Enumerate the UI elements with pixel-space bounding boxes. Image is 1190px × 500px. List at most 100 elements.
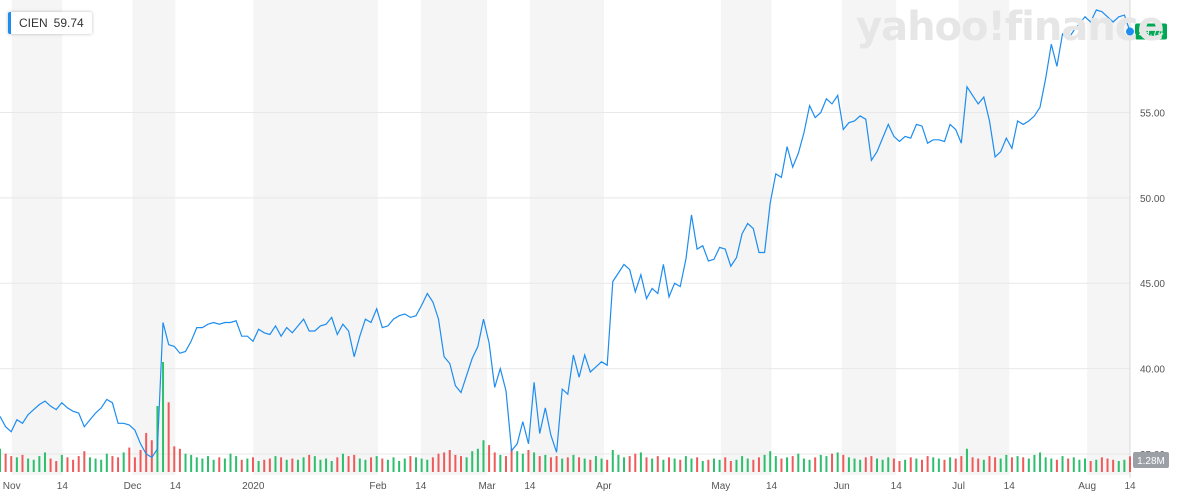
volume-bar xyxy=(167,402,170,472)
volume-bar xyxy=(735,459,738,472)
volume-bar xyxy=(662,459,665,472)
volume-bar xyxy=(555,456,558,472)
volume-bar xyxy=(949,457,952,472)
volume-bar xyxy=(1117,461,1120,472)
volume-bar xyxy=(240,459,243,472)
band xyxy=(132,0,176,475)
volume-bar xyxy=(673,458,676,472)
volume-bar xyxy=(1078,459,1081,472)
volume-bar xyxy=(72,459,75,472)
volume-bar xyxy=(516,451,519,472)
ticker-badge[interactable]: CIEN 59.74 xyxy=(8,12,92,34)
volume-bar xyxy=(1095,459,1098,472)
ticker-symbol: CIEN xyxy=(19,16,48,30)
volume-bar xyxy=(881,459,884,472)
volume-bar xyxy=(60,454,63,472)
volume-tag xyxy=(1133,452,1169,468)
x-tick-label: May xyxy=(711,481,730,492)
volume-bar xyxy=(746,458,749,472)
volume-bar xyxy=(235,456,238,472)
volume-bar xyxy=(454,454,457,472)
volume-bar xyxy=(774,456,777,472)
volume-bar xyxy=(1129,456,1131,472)
volume-bar xyxy=(718,459,721,472)
volume-bar xyxy=(403,458,406,472)
volume-bar xyxy=(426,459,429,472)
volume-bar xyxy=(257,461,260,472)
x-tick-label: 14 xyxy=(524,481,536,492)
volume-bar xyxy=(488,445,491,472)
volume-bar xyxy=(88,457,91,472)
volume-bar xyxy=(920,459,923,472)
volume-bar xyxy=(757,457,760,472)
x-tick-label: 14 xyxy=(1124,481,1136,492)
x-tick-label: Jun xyxy=(834,481,850,492)
volume-bar xyxy=(1033,454,1036,472)
volume-bar xyxy=(274,456,277,472)
volume-bar xyxy=(594,456,597,472)
volume-bar xyxy=(386,459,389,472)
volume-bar xyxy=(459,456,462,472)
volume-bar xyxy=(1055,459,1058,472)
x-axis-labels: Nov 14 Dec 14 2020 Feb 14 Mar 14 Apr May 14 Jun 14 Jul… xyxy=(3,481,1136,492)
volume-bar xyxy=(645,457,648,472)
volume-bar xyxy=(606,459,609,472)
band xyxy=(958,0,1010,475)
volume-bar xyxy=(1050,458,1053,472)
volume-bar xyxy=(786,457,789,472)
volume-bar xyxy=(814,457,817,472)
volume-bar xyxy=(853,458,856,472)
volume-bar xyxy=(229,453,232,472)
volume-bar xyxy=(139,450,142,472)
volume-bar xyxy=(190,454,193,472)
volume-bar xyxy=(999,458,1002,472)
volume-bar xyxy=(797,453,800,472)
volume-bar xyxy=(465,457,468,472)
volume-bar xyxy=(66,457,69,472)
volume-bar xyxy=(122,452,125,472)
volume-bar xyxy=(1016,456,1019,472)
volume-bar xyxy=(741,456,744,472)
volume-bar xyxy=(831,453,834,472)
volume-bar xyxy=(960,456,963,472)
volume-bar xyxy=(437,453,440,472)
volume-bar xyxy=(904,459,907,472)
volume-bar xyxy=(398,461,401,472)
volume-bar xyxy=(223,458,226,472)
band xyxy=(841,0,897,475)
volume-bar xyxy=(898,461,901,472)
volume-bar xyxy=(707,459,710,472)
volume-bar xyxy=(1010,457,1013,472)
volume-bar xyxy=(15,457,18,472)
volume-bar xyxy=(561,458,564,472)
volume-bar xyxy=(212,459,215,472)
volume-bar xyxy=(246,458,249,472)
volume-bar xyxy=(965,448,968,472)
volume-bar xyxy=(336,457,339,472)
volume-bar xyxy=(842,454,845,472)
volume-bar xyxy=(133,457,136,472)
volume-bar xyxy=(937,458,940,472)
volume-bar xyxy=(780,458,783,472)
volume-bar xyxy=(32,459,35,472)
volume-bar xyxy=(521,453,524,472)
volume-bar xyxy=(111,456,114,472)
volume-bar xyxy=(325,458,328,472)
last-price-dot xyxy=(1126,27,1134,36)
last-price-tag xyxy=(1135,23,1167,40)
volume-bar xyxy=(370,457,373,472)
volume-bar xyxy=(639,452,642,472)
volume-bar xyxy=(701,461,704,472)
x-tick-label: Apr xyxy=(596,481,612,492)
price-tags: 59.74 1.28M xyxy=(1133,23,1169,468)
volume-bar xyxy=(600,458,603,472)
volume-bar xyxy=(83,451,86,472)
volume-bar xyxy=(977,458,980,472)
volume-bar xyxy=(971,457,974,472)
volume-bar xyxy=(696,457,699,472)
volume-bar xyxy=(21,454,24,472)
y-tick-label: 45.00 xyxy=(1140,279,1165,290)
x-tick-label: Jul xyxy=(952,481,965,492)
volume-bar xyxy=(763,454,766,472)
